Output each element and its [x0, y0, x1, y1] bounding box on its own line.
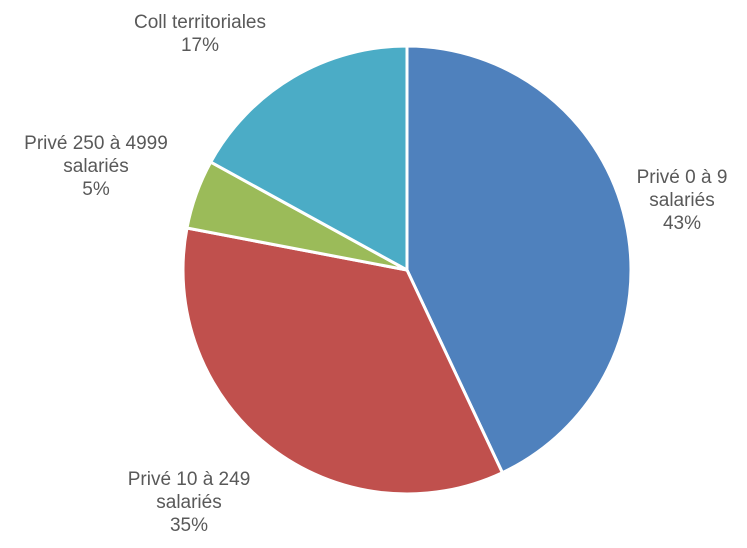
slice-percent-label: 17% [181, 35, 219, 56]
slice-name-label: Coll territoriales [134, 12, 266, 33]
slice-name-label: Privé 10 à 249 [128, 469, 251, 490]
slice-name-label: Privé 0 à 9 [637, 167, 728, 188]
slice-percent-label: 5% [82, 179, 110, 200]
slice-name-label: salariés [156, 492, 221, 513]
slice-name-label: Privé 250 à 4999 [24, 133, 168, 154]
slice-label-1: Privé 10 à 249 salariés 35% [128, 469, 251, 536]
pie-slice-3 [209, 44, 409, 272]
slice-label-0: Privé 0 à 9 salariés 43% [637, 167, 728, 234]
slice-percent-label: 35% [170, 515, 208, 536]
slice-name-label: salariés [63, 156, 128, 177]
slice-label-3: Coll territoriales 17% [134, 12, 266, 56]
slice-label-2: Privé 250 à 4999 salariés 5% [24, 133, 168, 200]
slice-percent-label: 43% [663, 213, 701, 234]
slice-name-label: salariés [649, 190, 714, 211]
pie-slice-1 [181, 226, 504, 496]
pie-slice-0 [405, 44, 633, 475]
